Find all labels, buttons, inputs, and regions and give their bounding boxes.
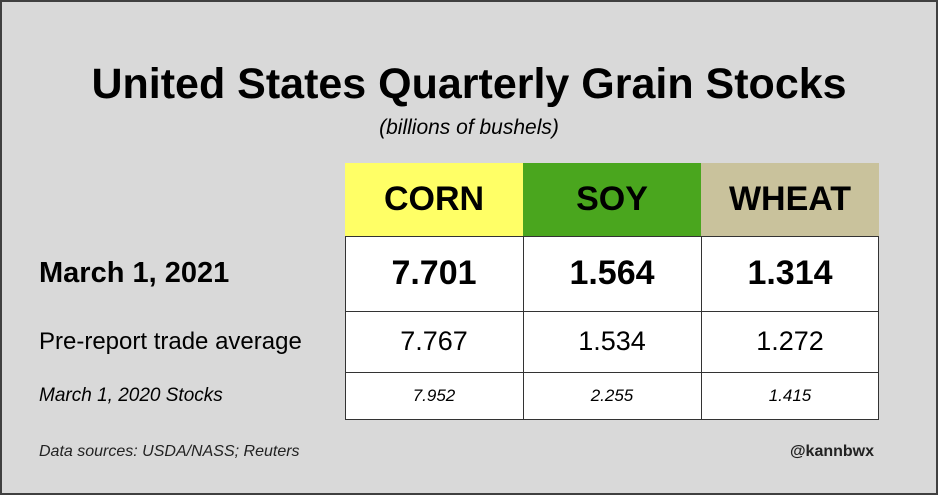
value-wheat-2020: 1.415 bbox=[768, 386, 812, 405]
row-divider bbox=[345, 311, 879, 312]
data-table bbox=[345, 236, 879, 420]
row-label-trade-average: Pre-report trade average bbox=[39, 327, 302, 355]
value-corn-2020: 7.952 bbox=[412, 386, 456, 405]
value-soy-trade-average: 1.534 bbox=[578, 326, 646, 356]
value-soy-2021: 1.564 bbox=[569, 254, 655, 292]
column-divider bbox=[701, 236, 702, 420]
row-divider bbox=[345, 372, 879, 373]
column-header-wheat: WHEAT bbox=[701, 163, 879, 236]
value-corn-trade-average: 7.767 bbox=[400, 326, 468, 356]
data-source-note: Data sources: USDA/NASS; Reuters bbox=[39, 443, 300, 460]
column-header-corn: CORN bbox=[345, 163, 523, 236]
value-wheat-trade-average: 1.272 bbox=[756, 326, 824, 356]
column-header-soy: SOY bbox=[523, 163, 701, 236]
chart-title: United States Quarterly Grain Stocks bbox=[91, 60, 847, 108]
value-soy-2020: 2.255 bbox=[590, 386, 634, 405]
chart-subtitle: (billions of bushels) bbox=[379, 116, 559, 139]
row-label-march-2020: March 1, 2020 Stocks bbox=[39, 385, 223, 406]
value-corn-2021: 7.701 bbox=[391, 254, 477, 292]
author-handle: @kannbwx bbox=[789, 443, 874, 460]
row-label-march-2021: March 1, 2021 bbox=[39, 257, 230, 289]
column-divider bbox=[523, 236, 524, 420]
value-wheat-2021: 1.314 bbox=[747, 254, 833, 292]
